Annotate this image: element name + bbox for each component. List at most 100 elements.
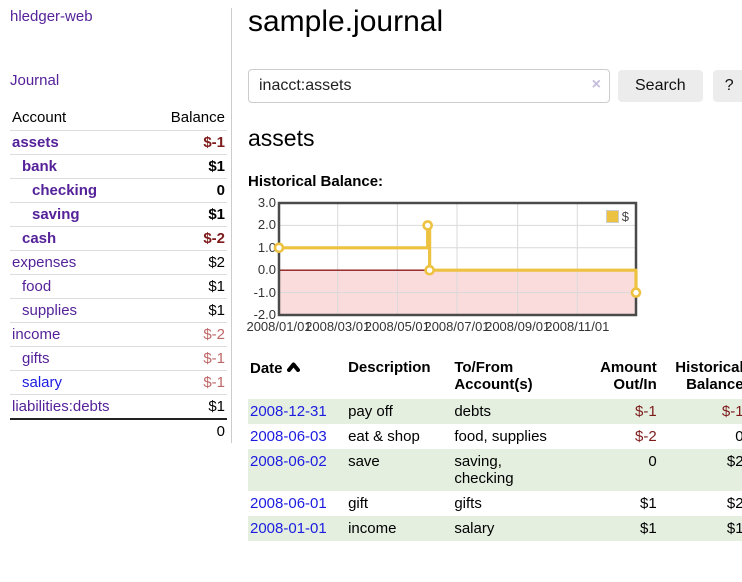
register-row[interactable]: 2008-06-03 eat & shop food, supplies $-2 0 <box>248 424 742 449</box>
account-balance: $1 <box>146 274 227 299</box>
y-tick-label: 2.0 <box>257 217 276 233</box>
transaction-date-link[interactable]: 2008-06-01 <box>250 495 327 512</box>
transaction-accounts: gifts <box>454 495 482 512</box>
transaction-accounts: food, supplies <box>454 428 547 445</box>
register-row[interactable]: 2008-06-01 gift gifts $1 $2 <box>248 491 742 516</box>
clear-search-icon[interactable]: × <box>591 76 601 93</box>
account-row: assets $-1 <box>10 130 227 155</box>
x-tick-label: 2008/11/01 <box>545 319 610 334</box>
transaction-amount: $1 <box>640 520 657 537</box>
account-link-checking[interactable]: checking <box>32 182 98 199</box>
account-row: checking 0 <box>10 178 227 203</box>
account-link-supplies[interactable]: supplies <box>22 302 78 319</box>
account-balance: $-1 <box>146 370 227 395</box>
account-row: supplies $1 <box>10 298 227 323</box>
transaction-balance: $2 <box>726 495 742 512</box>
transaction-accounts: salary <box>454 520 495 537</box>
account-link-cash[interactable]: cash <box>22 230 57 247</box>
register-row[interactable]: 2008-06-02 save saving, checking 0 $2 <box>248 449 742 491</box>
transaction-amount: 0 <box>648 453 657 470</box>
account-row: cash $-2 <box>10 226 227 251</box>
account-link-food[interactable]: food <box>22 278 52 295</box>
account-link-gifts[interactable]: gifts <box>22 350 50 367</box>
account-row: salary $-1 <box>10 370 227 395</box>
chart-legend: $ <box>603 208 631 225</box>
account-row: income $-2 <box>10 322 227 347</box>
search-bar: × Search ? <box>248 69 742 103</box>
transaction-description: save <box>348 453 380 470</box>
account-heading: assets <box>248 125 315 151</box>
y-tick-label: -2.0 <box>253 307 276 322</box>
page-title: sample.journal <box>248 5 444 38</box>
transaction-accounts: saving, checking <box>454 453 514 487</box>
chart-title: Historical Balance: <box>248 173 384 190</box>
account-row: gifts $-1 <box>10 346 227 371</box>
transaction-date-link[interactable]: 2008-06-02 <box>250 453 327 470</box>
sidebar-item-journal[interactable]: Journal <box>10 72 60 89</box>
account-link-bank[interactable]: bank <box>22 158 58 175</box>
accounts-header-balance: Balance <box>170 109 225 126</box>
account-link-expenses[interactable]: expenses <box>12 254 77 271</box>
account-balance: $2 <box>146 250 227 275</box>
transaction-balance: $1 <box>726 520 742 537</box>
x-tick-label: 2008/09/01 <box>485 319 551 334</box>
chart-plot-area <box>273 201 642 317</box>
account-row: liabilities:debts $1 <box>10 394 227 419</box>
account-balance: $1 <box>146 154 227 179</box>
x-tick-label: 2008/07/01 <box>424 319 490 334</box>
account-row: bank $1 <box>10 154 227 179</box>
transaction-description: income <box>348 520 397 537</box>
transaction-date-link[interactable]: 2008-01-01 <box>250 520 327 537</box>
app-brand-link[interactable]: hledger-web <box>10 8 93 25</box>
transaction-balance: $-1 <box>721 403 742 420</box>
chart-y-axis-labels: 3.0 2.0 1.0 0.0 -1.0 -2.0 <box>248 195 279 322</box>
account-link-assets[interactable]: assets <box>12 134 59 151</box>
search-button[interactable]: Search <box>618 70 703 102</box>
x-tick-label: 2008/05/01 <box>364 319 430 334</box>
x-tick-label: 2008/01/01 <box>246 319 312 334</box>
account-row: food $1 <box>10 274 227 299</box>
account-balance: $1 <box>146 298 227 323</box>
chart-x-axis-labels: 2008/01/01 2008/03/01 2008/05/01 2008/07/01… <box>246 319 636 337</box>
legend-label: $ <box>621 209 629 224</box>
register-header-date[interactable]: Date <box>248 357 346 399</box>
transaction-amount: $-2 <box>635 428 657 445</box>
account-balance: $1 <box>146 202 227 227</box>
x-tick-label: 2008/03/01 <box>305 319 371 334</box>
account-balance: $-1 <box>146 346 227 371</box>
account-link-income[interactable]: income <box>12 326 61 343</box>
transaction-description: eat & shop <box>348 428 420 445</box>
accounts-total-balance: 0 <box>146 418 227 443</box>
accounts-header-account: Account <box>12 109 67 126</box>
account-row: expenses $2 <box>10 250 227 275</box>
transaction-amount: $1 <box>640 495 657 512</box>
sidebar: hledger-web Journal Account Balance asse… <box>0 0 232 582</box>
register-header-accounts: To/From Account(s) <box>454 359 533 393</box>
transaction-date-link[interactable]: 2008-06-03 <box>250 428 327 445</box>
transaction-accounts: debts <box>454 403 492 420</box>
register-header-description: Description <box>348 359 431 376</box>
transaction-balance: $2 <box>726 453 742 470</box>
help-button[interactable]: ? <box>712 70 742 102</box>
register-header-amount: Amount Out/In <box>600 359 657 393</box>
accounts-table: Account Balance assets $-1 bank $1 checking 0… <box>10 107 227 443</box>
transaction-description: gift <box>348 495 369 512</box>
legend-swatch-icon <box>605 210 619 223</box>
register-table: Date Description To/From Account(s) Amou… <box>248 357 742 541</box>
transaction-description: pay off <box>348 403 393 420</box>
account-link-liabilities-debts[interactable]: liabilities:debts <box>12 398 110 415</box>
register-row[interactable]: 2008-12-31 pay off debts $-1 $-1 <box>248 399 742 424</box>
account-link-saving[interactable]: saving <box>32 206 80 223</box>
transaction-date-link[interactable]: 2008-12-31 <box>250 403 327 420</box>
transaction-amount: $-1 <box>635 403 657 420</box>
sort-ascending-icon <box>286 359 300 376</box>
register-row[interactable]: 2008-01-01 income salary $1 $1 <box>248 516 742 541</box>
account-row: saving $1 <box>10 202 227 227</box>
search-input[interactable] <box>248 69 610 103</box>
account-link-salary[interactable]: salary <box>22 374 63 391</box>
account-balance: 0 <box>146 178 227 203</box>
account-balance: $-1 <box>146 130 227 155</box>
accounts-total-row: 0 <box>10 418 227 443</box>
historical-balance-chart: 3.0 2.0 1.0 0.0 -1.0 -2.0 $ 2008/01/01 2008/03… <box>246 195 742 337</box>
